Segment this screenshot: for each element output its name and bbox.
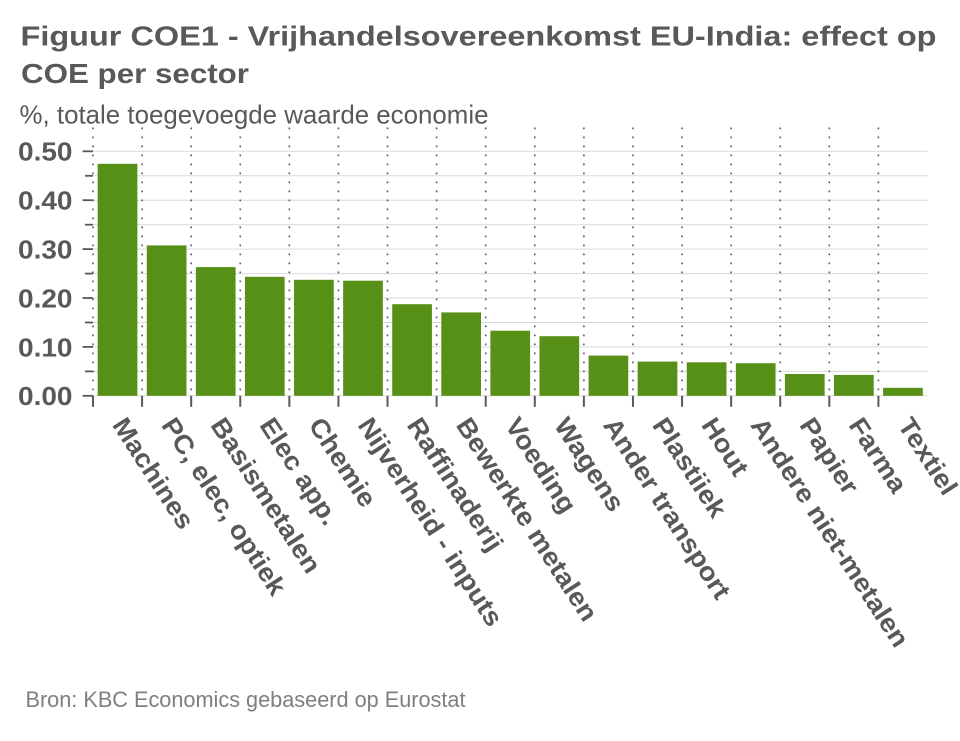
svg-text:0.00: 0.00: [18, 381, 73, 411]
svg-text:0.10: 0.10: [18, 332, 73, 362]
svg-text:%, totale toegevoegde waarde e: %, totale toegevoegde waarde economie: [20, 99, 489, 129]
svg-text:0.40: 0.40: [18, 186, 73, 216]
svg-text:Figuur COE1 - Vrijhandelsovere: Figuur COE1 - Vrijhandelsovereenkomst EU…: [21, 21, 937, 52]
svg-text:0.20: 0.20: [18, 283, 73, 313]
svg-text:0.30: 0.30: [18, 235, 73, 265]
svg-text:0.50: 0.50: [18, 137, 73, 167]
svg-text:COE per sector: COE per sector: [21, 58, 249, 89]
svg-text:Bron: KBC Economics gebaseerd: Bron: KBC Economics gebaseerd op Eurosta…: [26, 687, 466, 712]
